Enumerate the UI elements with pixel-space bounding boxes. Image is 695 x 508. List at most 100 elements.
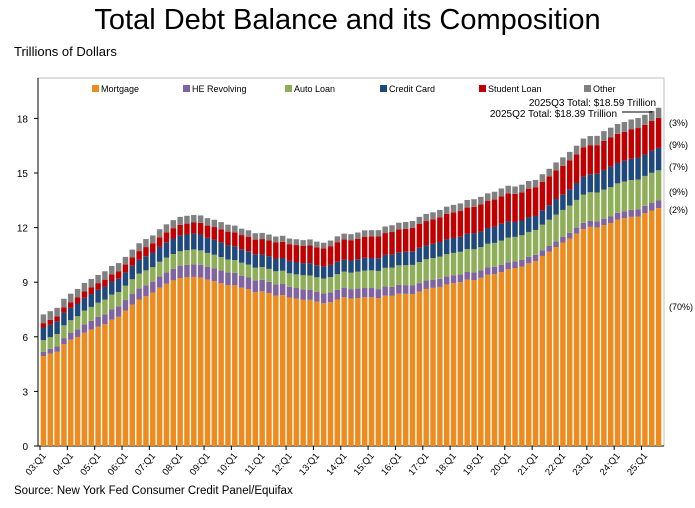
bar-segment-mortgage bbox=[74, 336, 81, 446]
bar-segment-mortgage bbox=[553, 247, 559, 446]
bar-segment-he-revolving bbox=[47, 348, 53, 354]
bar-segment-mortgage bbox=[539, 255, 546, 446]
bar-segment-student-loan bbox=[587, 145, 593, 175]
bar-segment-credit-card bbox=[375, 258, 382, 271]
y-tick-label: 0 bbox=[22, 442, 28, 453]
bar-segment-student-loan bbox=[327, 246, 334, 265]
bar-segment-student-loan bbox=[184, 223, 190, 235]
bar-segment-credit-card bbox=[655, 147, 662, 171]
bar-segment-he-revolving bbox=[74, 329, 81, 337]
bar-segment-credit-card bbox=[197, 234, 204, 251]
bar-segment-student-loan bbox=[608, 137, 614, 167]
bar-segment-student-loan bbox=[286, 244, 293, 261]
bar-segment-student-loan bbox=[430, 219, 436, 244]
bar-segment-he-revolving bbox=[546, 245, 552, 252]
bar-segment-credit-card bbox=[54, 321, 60, 335]
bar-segment-other bbox=[587, 136, 593, 146]
bar-segment-he-revolving bbox=[553, 241, 559, 248]
bar-segment-other bbox=[163, 224, 170, 233]
bar-segment-mortgage bbox=[245, 289, 252, 446]
bar-segment-auto-loan bbox=[47, 337, 53, 349]
bar-segment-he-revolving bbox=[163, 272, 170, 284]
bar-segment-other bbox=[150, 235, 156, 244]
bar-segment-credit-card bbox=[68, 307, 74, 321]
bar-segment-other bbox=[218, 222, 224, 230]
x-tick-label: 18:Q1 bbox=[434, 451, 459, 478]
bar-segment-other bbox=[396, 222, 402, 230]
bar-segment-auto-loan bbox=[512, 236, 518, 262]
bar-segment-credit-card bbox=[88, 294, 94, 307]
bar-segment-other bbox=[204, 218, 211, 226]
bar-segment-auto-loan bbox=[293, 274, 300, 289]
bar-segment-credit-card bbox=[334, 261, 341, 275]
share-label-other: (3%) bbox=[669, 118, 688, 128]
bar-segment-student-loan bbox=[232, 232, 238, 247]
bar-segment-auto-loan bbox=[396, 265, 402, 285]
bar-segment-mortgage bbox=[430, 287, 436, 446]
bar-segment-he-revolving bbox=[225, 272, 231, 286]
bar-segment-mortgage bbox=[300, 299, 306, 446]
bar-segment-credit-card bbox=[218, 242, 224, 258]
bar-segment-mortgage bbox=[341, 297, 347, 446]
bar-segment-he-revolving bbox=[519, 260, 525, 267]
bar-segment-other bbox=[177, 216, 183, 225]
bar-segment-other bbox=[341, 233, 347, 240]
bar-segment-auto-loan bbox=[327, 277, 334, 293]
bar-segment-he-revolving bbox=[259, 279, 265, 292]
bar-segment-student-loan bbox=[628, 129, 634, 159]
bar-segment-other bbox=[293, 239, 300, 246]
legend-label: Auto Loan bbox=[294, 84, 335, 94]
bar-segment-other bbox=[471, 199, 477, 207]
bar-segment-other bbox=[273, 236, 279, 243]
bar-segment-he-revolving bbox=[54, 346, 60, 352]
bar-segment-other bbox=[109, 266, 115, 275]
bar-segment-credit-card bbox=[389, 254, 395, 268]
bar-segment-other bbox=[368, 230, 375, 237]
bar-segment-student-loan bbox=[293, 245, 300, 262]
bar-segment-mortgage bbox=[191, 276, 197, 446]
bar-segment-student-loan bbox=[348, 240, 354, 261]
bar-segment-he-revolving bbox=[95, 316, 101, 327]
bar-segment-auto-loan bbox=[539, 224, 546, 251]
bar-segment-other bbox=[47, 311, 53, 320]
bar-segment-credit-card bbox=[368, 257, 375, 271]
bar-segment-credit-card bbox=[300, 263, 306, 276]
bar-segment-he-revolving bbox=[389, 286, 395, 296]
bar-segment-he-revolving bbox=[279, 284, 286, 296]
bar-segment-auto-loan bbox=[156, 261, 163, 277]
bar-segment-other bbox=[191, 215, 197, 223]
bar-segment-mortgage bbox=[355, 298, 361, 446]
bar-segment-auto-loan bbox=[40, 340, 47, 352]
bar-segment-he-revolving bbox=[307, 289, 313, 300]
bar-segment-other bbox=[621, 122, 628, 132]
bar-segment-auto-loan bbox=[307, 275, 313, 290]
bar-segment-mortgage bbox=[396, 293, 402, 446]
bar-segment-credit-card bbox=[341, 259, 347, 272]
bar-segment-credit-card bbox=[348, 260, 354, 273]
bar-segment-student-loan bbox=[266, 240, 272, 257]
bar-segment-credit-card bbox=[635, 157, 641, 180]
bar-segment-he-revolving bbox=[416, 283, 423, 292]
bar-segment-auto-loan bbox=[389, 267, 395, 287]
bar-segment-mortgage bbox=[601, 225, 607, 446]
bar-segment-student-loan bbox=[61, 307, 67, 313]
bar-segment-student-loan bbox=[54, 316, 60, 322]
bar-segment-student-loan bbox=[539, 181, 546, 211]
bar-segment-credit-card bbox=[525, 217, 532, 232]
bar-segment-mortgage bbox=[635, 216, 641, 446]
bar-segment-credit-card bbox=[621, 160, 628, 182]
bar-segment-student-loan bbox=[170, 228, 177, 239]
bar-segment-he-revolving bbox=[635, 209, 641, 217]
bar-segment-student-loan bbox=[601, 140, 607, 170]
bar-segment-auto-loan bbox=[122, 285, 129, 301]
bar-segment-student-loan bbox=[416, 223, 423, 248]
bar-segment-he-revolving bbox=[334, 289, 341, 300]
bar-segment-auto-loan bbox=[81, 310, 88, 325]
bar-segment-mortgage bbox=[293, 298, 300, 446]
bar-segment-other bbox=[259, 232, 265, 240]
bar-segment-other bbox=[573, 145, 580, 155]
bar-segment-other bbox=[115, 263, 122, 272]
bar-segment-student-loan bbox=[484, 201, 491, 228]
bar-segment-auto-loan bbox=[382, 267, 388, 287]
bar-segment-credit-card bbox=[471, 233, 477, 250]
